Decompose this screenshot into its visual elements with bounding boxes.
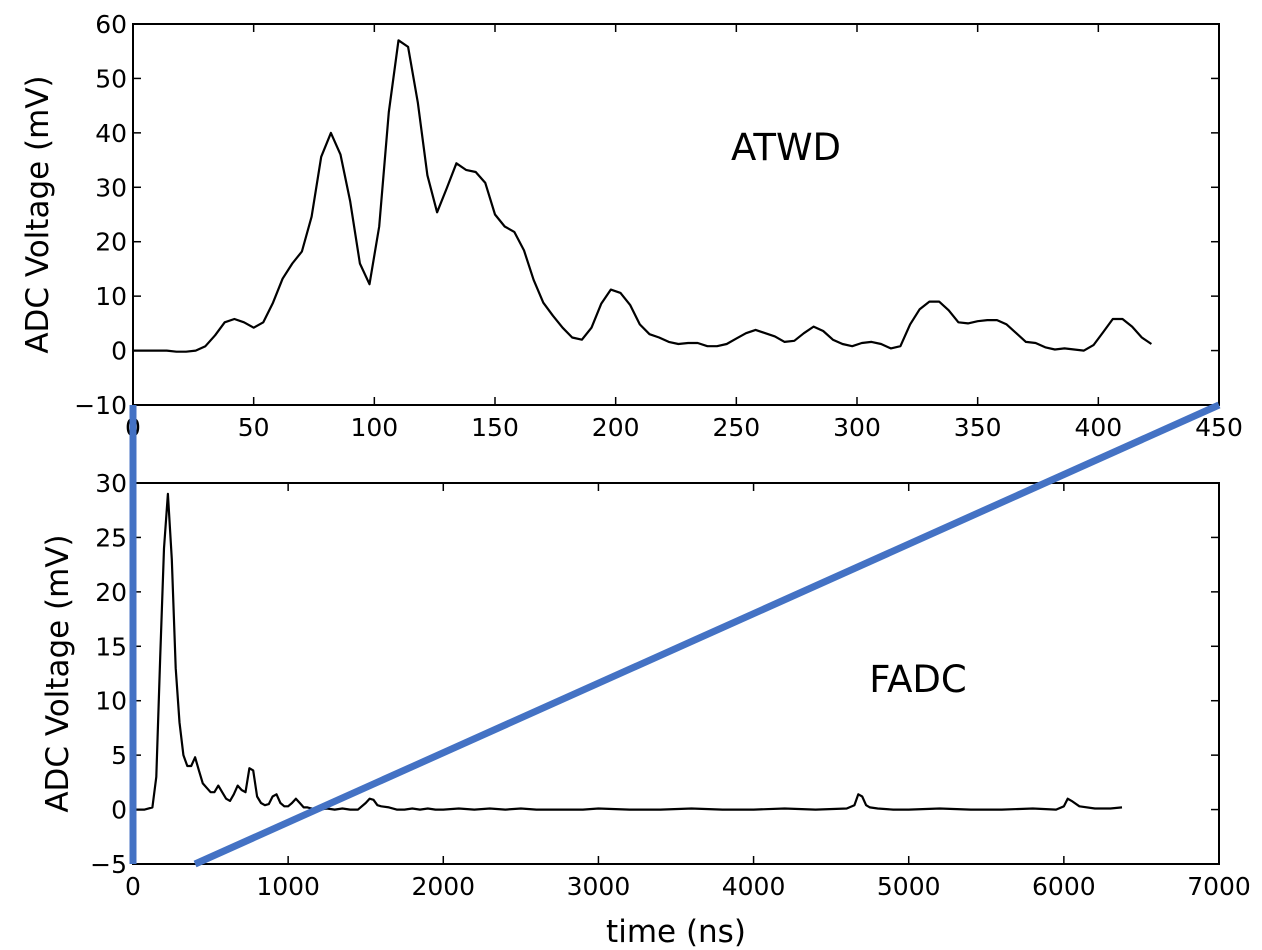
atwd-x-tick-label: 100: [350, 413, 398, 442]
fadc-y-tick-label: 10: [95, 687, 127, 716]
fadc-y-tick-label: 30: [95, 469, 127, 498]
atwd-panel: 050100150200250300350400450−100102030405…: [20, 10, 1243, 442]
fadc-x-axis-label: time (ns): [606, 914, 746, 950]
atwd-annotation: ATWD: [731, 126, 841, 169]
atwd-x-tick-label: 50: [238, 413, 270, 442]
atwd-waveform-line: [133, 39, 1153, 353]
atwd-x-tick-label: 200: [592, 413, 640, 442]
overlay-diagonal-line: [193, 401, 1221, 868]
fadc-x-tick-label: 4000: [722, 872, 786, 901]
fadc-y-tick-label: 0: [111, 796, 127, 825]
atwd-y-tick-label: 30: [95, 173, 127, 202]
atwd-x-tick-label: 400: [1074, 413, 1122, 442]
atwd-ticks: 050100150200250300350400450−100102030405…: [74, 10, 1243, 442]
fadc-plot-frame: [132, 482, 1220, 865]
atwd-x-tick-label: 350: [954, 413, 1002, 442]
fadc-y-tick-label: 20: [95, 578, 127, 607]
fadc-y-tick-label: 25: [95, 523, 127, 552]
atwd-x-tick-label: 300: [833, 413, 881, 442]
fadc-x-tick-label: 5000: [877, 872, 941, 901]
atwd-y-tick-label: 0: [111, 337, 127, 366]
atwd-y-tick-label: 60: [95, 10, 127, 39]
fadc-x-tick-label: 3000: [567, 872, 631, 901]
fadc-y-tick-label: −5: [90, 850, 127, 879]
zoom-overlay: [129, 401, 1221, 868]
fadc-x-tick-label: 6000: [1032, 872, 1096, 901]
atwd-y-tick-label: 10: [95, 282, 127, 311]
atwd-y-tick-label: 40: [95, 119, 127, 148]
fadc-panel: 0 1000 2000 3000 4000 5000 6000 7000−5051015202…: [40, 469, 1251, 950]
fadc-ticks: 0 1000 2000 3000 4000 5000 6000 7000−5051015202…: [90, 469, 1251, 901]
atwd-plot-frame: [132, 23, 1220, 406]
fadc-y-axis-label: ADC Voltage (mV): [40, 534, 76, 812]
atwd-y-tick-label: 20: [95, 228, 127, 257]
fadc-y-tick-label: 15: [95, 632, 127, 661]
atwd-x-tick-label: 250: [712, 413, 760, 442]
fadc-x-tick-label: 2000: [411, 872, 475, 901]
atwd-y-tick-label: −10: [74, 391, 127, 420]
fadc-x-tick-label: 1000: [256, 872, 320, 901]
atwd-x-tick-label: 150: [471, 413, 519, 442]
fadc-y-tick-label: 5: [111, 741, 127, 770]
fadc-waveform-line: [133, 492, 1123, 811]
atwd-y-tick-label: 50: [95, 64, 127, 93]
atwd-x-tick-label: 450: [1195, 413, 1243, 442]
fadc-annotation: FADC: [869, 658, 967, 701]
fadc-x-tick-label: 0: [125, 872, 141, 901]
atwd-y-axis-label: ADC Voltage (mV): [20, 75, 56, 353]
fadc-x-tick-label: 7000: [1187, 872, 1251, 901]
